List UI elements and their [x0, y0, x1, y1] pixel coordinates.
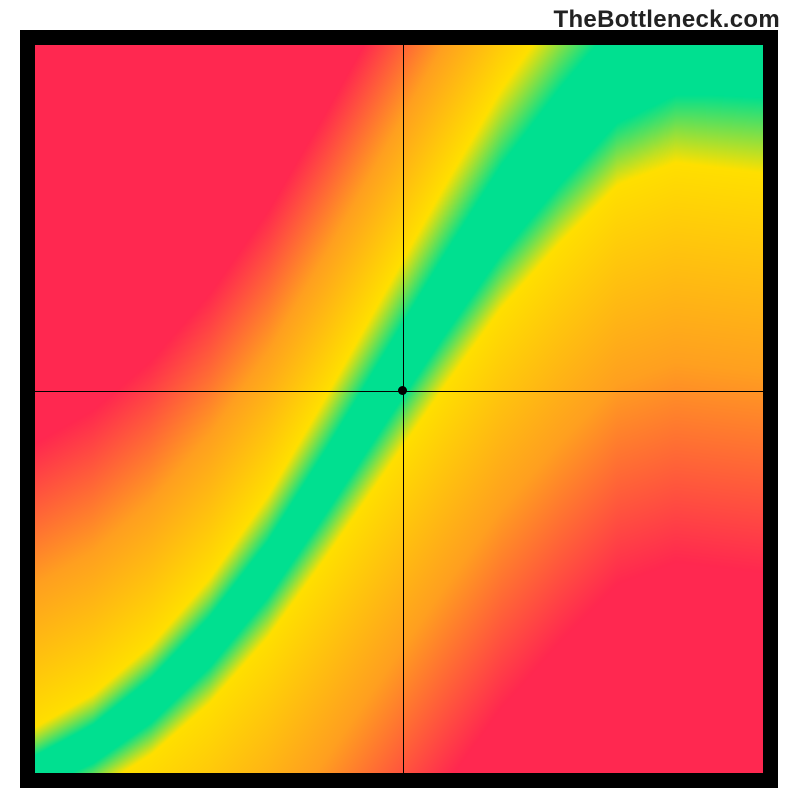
- watermark-text: TheBottleneck.com: [554, 6, 780, 34]
- root: TheBottleneck.com: [0, 0, 800, 800]
- plot-area: [20, 30, 778, 788]
- crosshair-vertical: [403, 45, 404, 773]
- heatmap-canvas: [35, 45, 763, 773]
